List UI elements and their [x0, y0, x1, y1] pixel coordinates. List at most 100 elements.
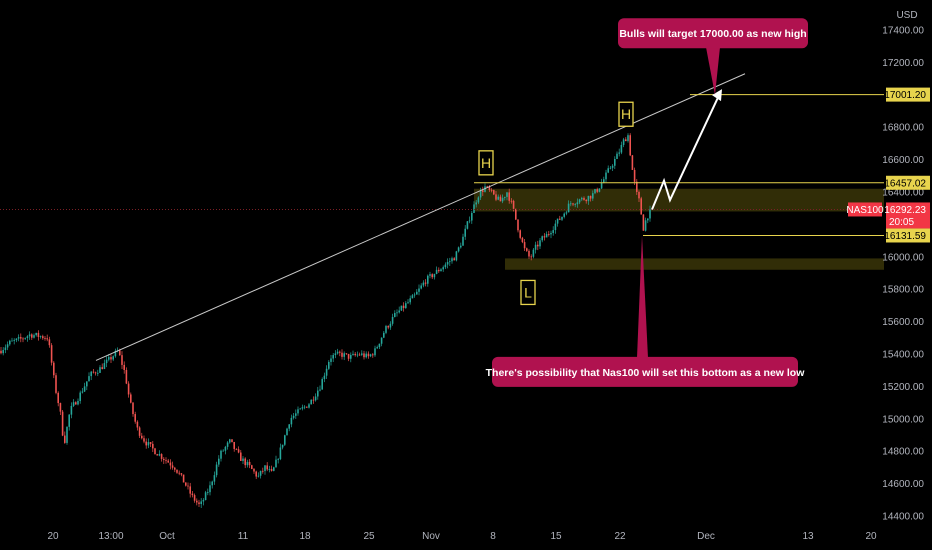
- callout-box[interactable]: [618, 18, 808, 49]
- candle-body: [374, 348, 376, 356]
- callout-box[interactable]: [492, 356, 798, 387]
- candle-body: [242, 458, 244, 461]
- candle-body: [121, 355, 123, 365]
- candle-body: [202, 500, 205, 502]
- candle-body: [253, 468, 255, 472]
- candle-body: [567, 203, 570, 213]
- candle-body: [130, 394, 132, 403]
- candle-body: [343, 353, 345, 357]
- candle-body: [149, 442, 152, 444]
- candle-body: [473, 204, 475, 214]
- candle-body: [600, 182, 603, 189]
- candle-body: [222, 450, 224, 452]
- candle-body: [189, 486, 191, 494]
- candle-body: [352, 353, 354, 355]
- candle-body: [284, 435, 286, 445]
- candle-body: [264, 465, 266, 472]
- zone-1: [505, 258, 884, 270]
- level-price-tag[interactable]: [886, 175, 930, 190]
- candle-body: [499, 196, 502, 202]
- candle-body: [552, 230, 554, 233]
- y-tick-label: 17400.00: [882, 26, 924, 37]
- candle-body: [314, 396, 317, 401]
- candle-body: [383, 332, 385, 338]
- candle-body: [572, 203, 574, 205]
- candle-body: [147, 442, 150, 446]
- candle-body: [583, 197, 585, 200]
- candle-body: [310, 399, 312, 405]
- y-tick-label: 16000.00: [882, 252, 924, 263]
- candle-body: [46, 338, 48, 340]
- candle-body: [31, 334, 33, 338]
- candle-body: [22, 338, 24, 340]
- candle-body: [187, 485, 189, 487]
- candle-body: [411, 295, 414, 299]
- candle-body: [279, 447, 282, 460]
- candle-body: [455, 251, 458, 261]
- candle-body: [152, 443, 154, 449]
- price-axis[interactable]: USD 17400.00 17200.00 16800.00 16600.00 1640…: [846, 10, 930, 523]
- y-tick-label: 14600.00: [882, 479, 924, 490]
- candle-body: [435, 269, 438, 274]
- candle-body: [182, 474, 185, 483]
- symbol-tag[interactable]: [848, 202, 882, 217]
- candle-body: [438, 269, 440, 272]
- candlesticks: [0, 133, 651, 508]
- candle-body: [193, 495, 196, 501]
- candle-body: [163, 458, 165, 460]
- callout-text: Bulls will target 17000.00 as new high: [619, 28, 806, 40]
- symbol-tag-text: NAS100: [846, 205, 884, 216]
- candle-body: [191, 493, 194, 496]
- projection-path[interactable]: [651, 92, 721, 210]
- candle-body: [633, 169, 636, 182]
- time-axis[interactable]: 20 13:00 Oct 11 18 25 Nov 8 15 22 Dec 13 20: [47, 531, 877, 542]
- candle-body: [185, 482, 187, 486]
- x-tick-label: 22: [614, 531, 626, 542]
- candle-body: [570, 203, 572, 205]
- candle-body: [55, 375, 57, 393]
- candle-body: [609, 167, 612, 169]
- callout-pointer: [706, 47, 720, 95]
- candle-body: [2, 350, 4, 354]
- x-tick-label: 18: [299, 531, 311, 542]
- pattern-label-box[interactable]: [478, 150, 494, 176]
- candle-body: [83, 386, 86, 392]
- candle-body: [369, 354, 372, 357]
- candle-body: [387, 326, 389, 328]
- candle-body: [248, 461, 251, 466]
- candle-body: [376, 347, 378, 349]
- currency-label: USD: [896, 10, 917, 21]
- candle-body: [136, 421, 139, 428]
- x-tick-label: 11: [238, 531, 249, 542]
- candle-body: [86, 381, 88, 387]
- candle-body: [59, 403, 62, 412]
- x-tick-label: 20: [865, 531, 877, 542]
- candle-body: [356, 354, 359, 356]
- candle-body: [543, 236, 546, 238]
- candle-body: [246, 461, 249, 466]
- pattern-label-box[interactable]: [520, 279, 536, 306]
- candle-body: [297, 409, 299, 414]
- y-tick-label: 15000.00: [882, 414, 924, 425]
- current-price-tag[interactable]: [886, 202, 930, 229]
- y-tick-label: 15800.00: [882, 285, 924, 296]
- level-price-tag[interactable]: [886, 87, 930, 102]
- candle-body: [94, 372, 97, 374]
- candle-body: [134, 414, 136, 422]
- candle-body: [108, 357, 110, 360]
- candle-body: [143, 438, 145, 442]
- candle-body: [75, 402, 77, 405]
- level-price-tag[interactable]: [886, 228, 930, 243]
- pattern-label-box[interactable]: [618, 101, 634, 127]
- candle-body: [237, 449, 240, 453]
- candle-body: [460, 245, 462, 248]
- candle-body: [88, 376, 90, 382]
- candle-body: [28, 334, 31, 337]
- x-tick-label: 15: [550, 531, 562, 542]
- candle-body: [394, 313, 396, 317]
- candle-body: [361, 353, 363, 355]
- trendline[interactable]: [95, 73, 746, 361]
- candle-body: [68, 414, 70, 427]
